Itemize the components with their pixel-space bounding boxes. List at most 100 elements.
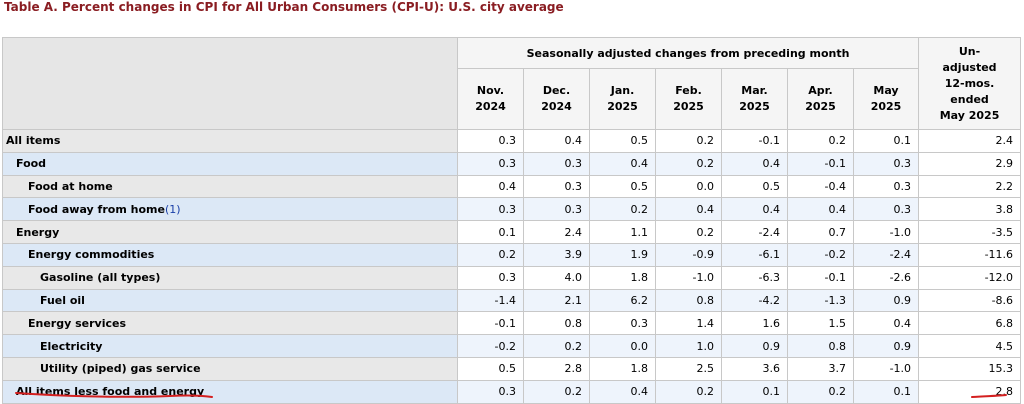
value-cell: 3.9 (523, 242, 590, 267)
value-cell: 0.2 (457, 242, 524, 267)
value-cell: -0.1 (721, 129, 788, 153)
value-cell: 0.5 (721, 174, 788, 199)
month-name: Dec. (542, 84, 571, 97)
month-name: Apr. (808, 84, 833, 97)
value-cell: 0.2 (589, 197, 656, 222)
value-cell: 1.4 (655, 311, 722, 336)
value-cell: -6.3 (721, 265, 788, 290)
value-cell: 0.3 (457, 129, 524, 153)
row-label: Electricity (2, 334, 458, 358)
row-label-text: Gasoline (all types) (40, 271, 161, 285)
value-cell: 0.3 (523, 197, 590, 222)
value-cell: -0.2 (457, 334, 524, 358)
table-row: Fuel oil -1.4 2.1 6.2 0.8 -4.2 -1.3 0.9 -8.6 (2, 288, 1022, 313)
row-label: Food (2, 151, 458, 176)
value-cell: 0.8 (523, 311, 590, 336)
month-header: May 2025 (852, 68, 920, 130)
unadjusted-line: Un- (958, 44, 981, 58)
value-cell: 3.7 (787, 356, 854, 381)
value-cell: 0.1 (852, 129, 920, 153)
month-name: Mar. (741, 84, 768, 97)
table-row: Energy commodities 0.2 3.9 1.9 -0.9 -6.1 -0.2-… (2, 242, 1022, 267)
row-label: Gasoline (all types) (2, 265, 458, 290)
value-cell: 2.1 (523, 288, 590, 313)
row-label-text: All items (6, 134, 61, 148)
value-cell: 0.3 (852, 197, 920, 222)
value-cell: -1.0 (655, 265, 722, 290)
value-cell: -0.4 (787, 174, 854, 199)
value-cell: 0.2 (655, 151, 722, 176)
row-label: Energy (2, 220, 458, 244)
month-header: Feb. 2025 (655, 68, 722, 130)
annual-value-cell: -11.6 (918, 242, 1022, 267)
value-cell: 0.1 (852, 379, 920, 404)
value-cell: 0.1 (721, 379, 788, 404)
value-cell: 4.0 (523, 265, 590, 290)
value-cell: 1.5 (787, 311, 854, 336)
row-label: Energy commodities (2, 242, 458, 267)
value-cell: 0.3 (457, 151, 524, 176)
value-cell: 0.2 (655, 220, 722, 244)
value-cell: 0.3 (457, 265, 524, 290)
value-cell: 0.4 (787, 197, 854, 222)
row-label: Food at home (2, 174, 458, 199)
value-cell: 0.0 (655, 174, 722, 199)
value-cell: 0.8 (787, 334, 854, 358)
row-label-text: Energy (16, 225, 60, 239)
row-label-text: Energy services (28, 316, 127, 330)
value-cell: -2.4 (852, 242, 920, 267)
value-cell: 0.5 (589, 174, 656, 199)
value-cell: -4.2 (721, 288, 788, 313)
value-cell: 0.2 (523, 379, 590, 404)
value-cell: 0.9 (852, 288, 920, 313)
unadjusted-line: 12-mos. (944, 76, 995, 90)
value-cell: -1.0 (852, 356, 920, 381)
month-year: 2025 (870, 100, 902, 113)
row-label-text: Food (16, 157, 47, 171)
value-cell: -1.0 (852, 220, 920, 244)
table-row: Energy services -0.1 0.8 0.3 1.4 1.6 1.5 0.4 6.8 (2, 311, 1022, 336)
month-year: 2024 (541, 100, 572, 113)
value-cell: 0.5 (457, 356, 524, 381)
value-cell: 2.4 (523, 220, 590, 244)
row-label-text: Electricity (40, 339, 103, 353)
value-cell: -0.1 (787, 265, 854, 290)
annual-value-cell: -8.6 (918, 288, 1022, 313)
value-cell: 1.8 (589, 356, 656, 381)
value-cell: 0.9 (721, 334, 788, 358)
value-cell: 0.4 (655, 197, 722, 222)
footnote-link[interactable]: (1) (164, 202, 181, 216)
month-header: Mar. 2025 (721, 68, 788, 130)
value-cell: 0.5 (589, 129, 656, 153)
annual-value-cell: 2.2 (918, 174, 1022, 199)
value-cell: 0.3 (457, 197, 524, 222)
row-label-text: All items less food and energy (16, 385, 205, 399)
month-year: 2024 (475, 100, 506, 113)
value-cell: 0.9 (852, 334, 920, 358)
value-cell: 0.8 (655, 288, 722, 313)
value-cell: 0.4 (457, 174, 524, 199)
value-cell: 1.1 (589, 220, 656, 244)
value-cell: -1.3 (787, 288, 854, 313)
value-cell: 1.8 (589, 265, 656, 290)
seasonal-header: Seasonally adjusted changes from precedi… (456, 37, 920, 69)
value-cell: 3.6 (721, 356, 788, 381)
annual-value-cell: -12.0 (918, 265, 1022, 290)
value-cell: -2.4 (721, 220, 788, 244)
value-cell: 0.1 (457, 220, 524, 244)
value-cell: 0.3 (457, 379, 524, 404)
value-cell: 0.4 (523, 129, 590, 153)
value-cell: -1.4 (457, 288, 524, 313)
row-label-text: Fuel oil (40, 293, 85, 307)
value-cell: 0.4 (721, 197, 788, 222)
month-name: May (873, 84, 899, 97)
value-cell: 0.0 (589, 334, 656, 358)
value-cell: 0.3 (852, 151, 920, 176)
value-cell: 0.2 (655, 379, 722, 404)
value-cell: 0.2 (523, 334, 590, 358)
month-header: Apr. 2025 (787, 68, 854, 130)
annual-value-cell: -3.5 (918, 220, 1022, 244)
month-year: 2025 (607, 100, 638, 113)
table-row: Food away from home(1) 0.3 0.3 0.2 0.4 0.4 0.4… (2, 197, 1022, 222)
value-cell: 0.7 (787, 220, 854, 244)
